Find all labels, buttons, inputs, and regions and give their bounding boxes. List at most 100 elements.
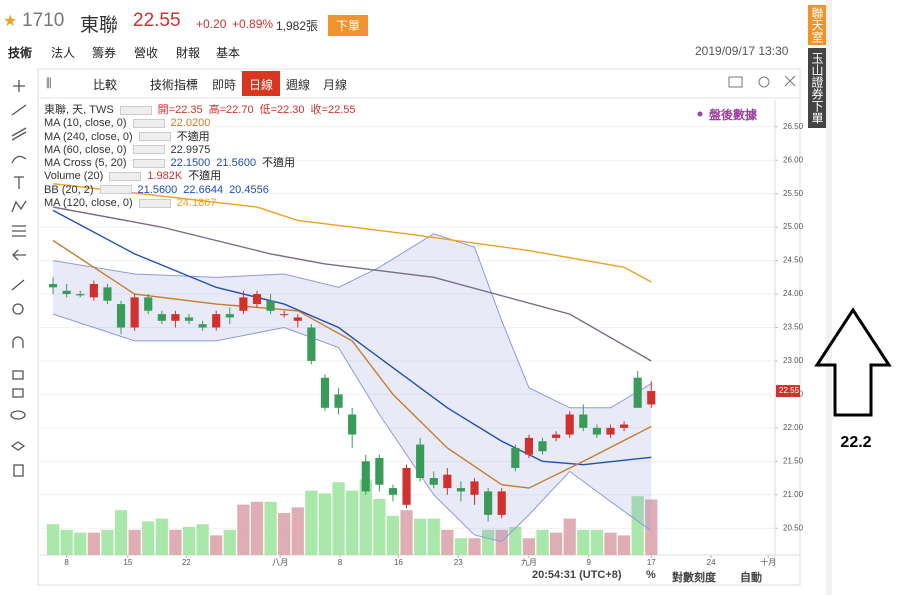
status-auto[interactable]: 自動: [740, 572, 762, 584]
legend-icons[interactable]: [132, 158, 165, 168]
legend-icons[interactable]: [109, 172, 142, 182]
candle-body: [62, 290, 71, 295]
tool-eye: [10, 410, 26, 420]
tool-ruler: [11, 279, 25, 291]
x-tick-label: 8: [64, 558, 69, 567]
legend-icons[interactable]: [119, 105, 152, 115]
volume-bar: [645, 499, 658, 555]
volume-bar: [522, 538, 536, 555]
x-tick-label: 十月: [760, 557, 776, 567]
candle-body: [103, 287, 112, 301]
tab[interactable]: 營收: [134, 46, 159, 60]
top-right-icons: [728, 75, 796, 88]
volume-bar: [46, 524, 60, 555]
tab[interactable]: 籌券: [92, 46, 117, 60]
candle-body: [266, 300, 275, 311]
volume-bar: [237, 504, 250, 555]
volume-bar: [223, 529, 236, 555]
compare-button[interactable]: 比較: [93, 78, 118, 92]
ma-line: [52, 182, 652, 283]
tool-unlock: [12, 388, 24, 398]
candle-body: [620, 424, 629, 428]
y-tick-label: 25.50: [783, 189, 804, 198]
volume-bar: [318, 493, 332, 555]
legend-icons[interactable]: [132, 118, 165, 128]
legend-value: 開=22.35: [157, 104, 203, 116]
legend-icons[interactable]: [138, 198, 171, 208]
legend-label: MA (120, close, 0): [44, 197, 133, 210]
candle-body: [375, 457, 384, 485]
tool-trash: [13, 464, 24, 477]
order-button[interactable]: 下單: [328, 15, 369, 36]
legend-value: 20.4556: [229, 183, 269, 196]
status-percent[interactable]: %: [646, 569, 656, 581]
ma-line: [52, 239, 652, 489]
volume-bar: [414, 518, 427, 555]
candle-body: [538, 441, 547, 452]
legend-row: MA (120, close, 0) 24.1867: [44, 197, 355, 210]
period-button[interactable]: 週線: [286, 78, 311, 92]
status-log[interactable]: 對數刻度: [672, 572, 716, 584]
candle-body: [647, 391, 656, 405]
volume-bar: [563, 518, 576, 555]
legend-value: 低=22.30: [259, 104, 305, 116]
tab[interactable]: 法人: [51, 46, 76, 60]
y-tick-label: 23.50: [783, 323, 804, 332]
legend-value: 不適用: [188, 170, 222, 183]
bb-upper: [52, 233, 652, 409]
legend-value: 22.1500: [170, 157, 211, 170]
volume-bar: [604, 532, 617, 555]
legend-icons[interactable]: [132, 145, 165, 155]
candle-body: [552, 434, 561, 438]
legend-icons[interactable]: [138, 132, 171, 142]
candle-body: [470, 481, 479, 495]
legend-value: 高=22.70: [208, 104, 254, 116]
legend-value: 22.6644: [183, 183, 224, 196]
period-button[interactable]: 月線: [323, 78, 348, 92]
candle-body: [429, 478, 438, 485]
period-button[interactable]: 即時: [212, 78, 237, 92]
tool-channel: [11, 127, 27, 141]
legend-value: 不適用: [176, 130, 210, 143]
x-tick-label: 八月: [272, 558, 288, 567]
legend-label: Volume (20): [44, 170, 104, 183]
volume-bar: [87, 532, 100, 555]
volume-bar: [373, 499, 386, 555]
indicators-button[interactable]: 技術指標: [150, 78, 199, 92]
candle-body: [565, 414, 574, 435]
volume-bar: [549, 532, 563, 555]
tool-pattern: [11, 200, 27, 213]
volume-bar: [182, 527, 196, 555]
chat-button[interactable]: 聯天室: [808, 5, 826, 45]
y-tick-label: 26.50: [783, 122, 804, 131]
broker-button[interactable]: 玉山證券下單: [808, 48, 826, 128]
chart-type-icon[interactable]: ⫼: [46, 76, 52, 90]
volume-bar: [400, 510, 413, 555]
tab[interactable]: 財報: [176, 46, 201, 60]
y-tick-label: 23.00: [783, 356, 804, 365]
tab[interactable]: 基本: [216, 46, 241, 60]
volume-bar: [210, 535, 223, 555]
candle-body: [307, 327, 316, 361]
volume-bar: [278, 513, 291, 555]
x-tick-label: 15: [123, 558, 132, 567]
y-tick-label: 24.00: [783, 289, 804, 298]
stock-code: 1710: [22, 10, 65, 31]
candle-body: [334, 394, 343, 408]
volume-bar: [536, 529, 549, 555]
x-tick-label: 23: [454, 558, 463, 567]
candle-body: [511, 447, 520, 469]
legend-label: 東聯, 天, TWS: [44, 104, 114, 116]
tab[interactable]: 技術: [8, 46, 33, 60]
x-tick-label: 22: [182, 558, 191, 567]
y-tick-label: 25.00: [783, 222, 804, 231]
icon-camera: [728, 76, 743, 88]
period-button[interactable]: 日線: [249, 78, 274, 92]
up-arrow: [814, 307, 892, 417]
favorite-star[interactable]: ★: [3, 13, 18, 30]
legend-icons[interactable]: [99, 185, 132, 195]
tool-lock: [12, 370, 24, 380]
after-hours[interactable]: 盤後數據: [709, 108, 758, 122]
bb-fill: [53, 233, 652, 542]
x-tick-label: 24: [707, 558, 716, 567]
